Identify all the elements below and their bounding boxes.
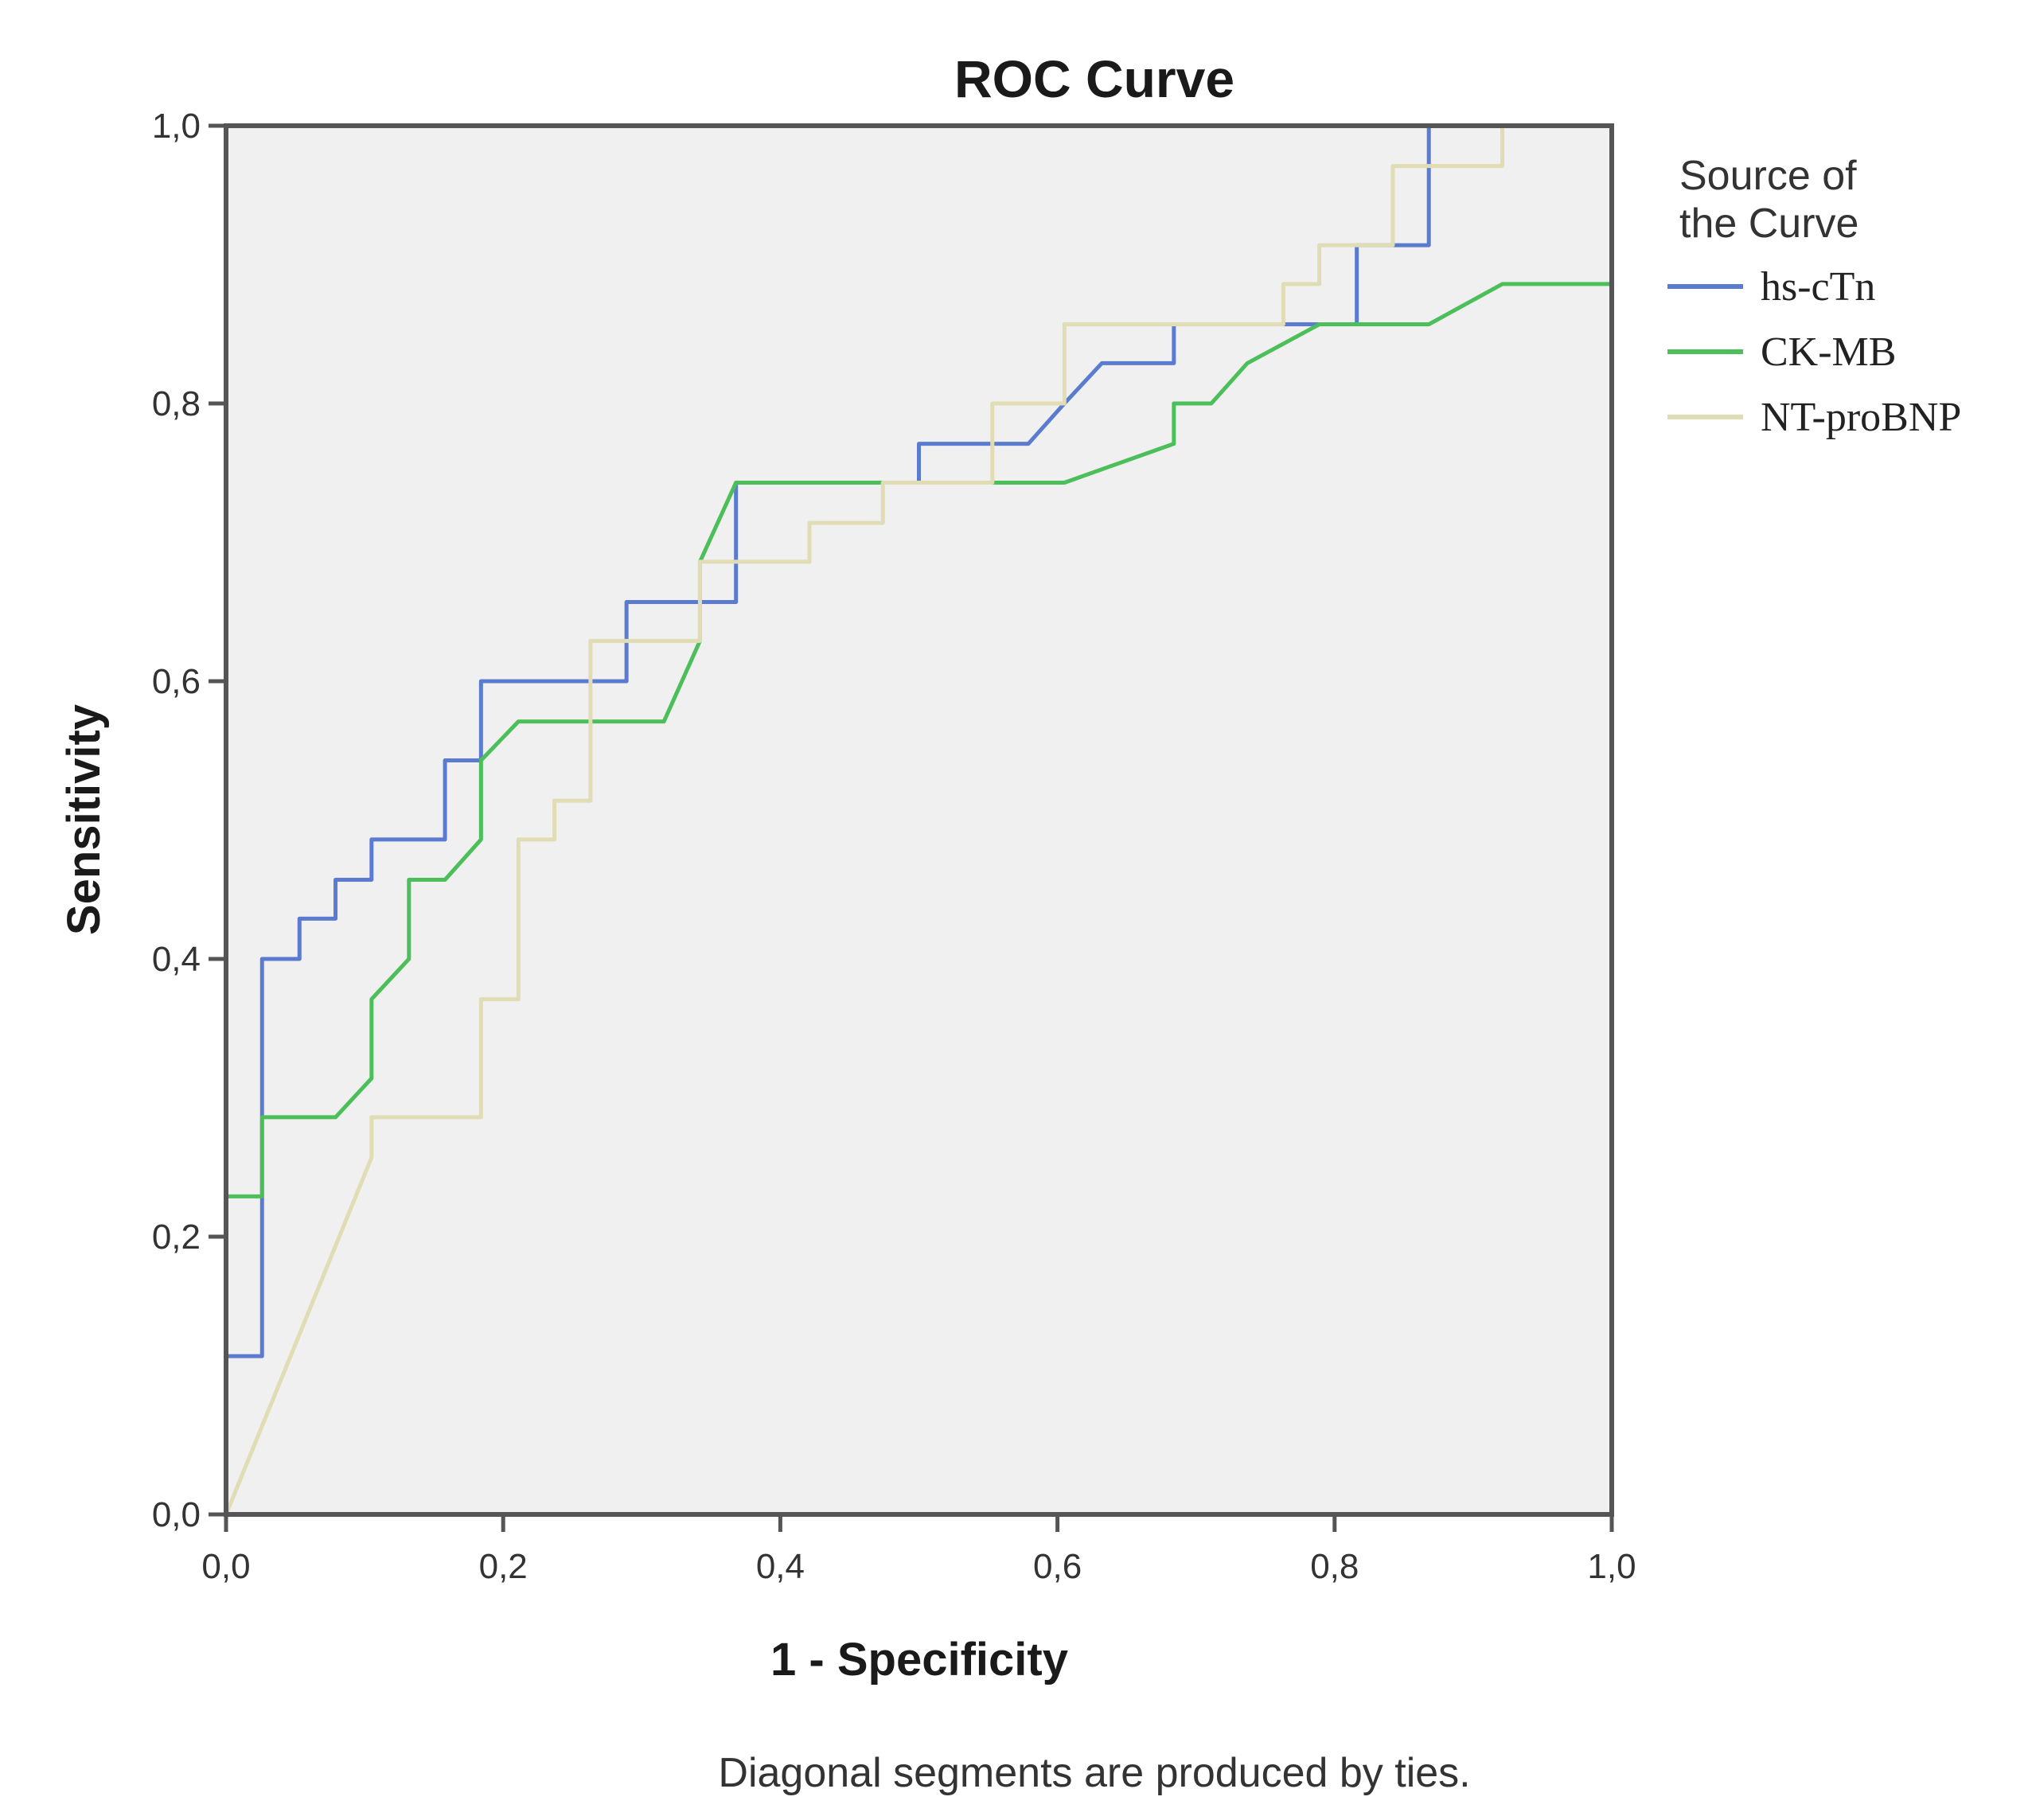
legend-label: NT-proBNP — [1761, 395, 1961, 440]
y-tick-label: 0,6 — [152, 662, 201, 701]
y-tick-label: 0,2 — [152, 1218, 201, 1257]
plot-frame — [224, 123, 1614, 1517]
legend-item: hs-cTn — [1667, 264, 1875, 310]
y-tick-label: 0,4 — [152, 940, 201, 979]
legend-items: hs-cTn CK-MB NT-proBNP — [1667, 264, 1961, 440]
series-line-nt-probnp — [224, 123, 1612, 1515]
legend-item: CK-MB — [1667, 329, 1896, 375]
x-tick-label: 0,0 — [201, 1547, 250, 1586]
x-axis-ticks: 0,0 0,2 0,4 0,6 0,8 1,0 — [201, 1514, 1636, 1586]
legend-label: CK-MB — [1761, 329, 1896, 375]
x-tick-label: 0,4 — [756, 1547, 805, 1586]
x-tick-label: 0,6 — [1033, 1547, 1082, 1586]
y-axis-ticks: 0,0 0,2 0,4 0,6 0,8 1,0 — [152, 107, 226, 1534]
x-tick-label: 0,8 — [1310, 1547, 1359, 1586]
chart-title: ROC Curve — [954, 49, 1234, 108]
y-axis-label: Sensitivity — [58, 704, 110, 935]
legend-title-line-2: the Curve — [1679, 201, 1858, 247]
footnote: Diagonal segments are produced by ties. — [718, 1750, 1470, 1796]
y-tick-label: 0,0 — [152, 1495, 201, 1534]
legend: Source of the Curve hs-cTn CK-MB NT-proBNP — [1667, 153, 1961, 440]
series-line-ck-mb — [224, 126, 1614, 1514]
x-tick-label: 1,0 — [1587, 1547, 1636, 1586]
series-layer — [224, 123, 1614, 1515]
legend-label: hs-cTn — [1761, 264, 1875, 310]
y-tick-label: 0,8 — [152, 384, 201, 423]
legend-title-line-1: Source of — [1679, 153, 1857, 199]
x-tick-label: 0,2 — [479, 1547, 528, 1586]
legend-item: NT-proBNP — [1667, 395, 1961, 440]
y-tick-label: 1,0 — [152, 107, 201, 146]
x-axis-label: 1 - Specificity — [770, 1634, 1068, 1686]
plot-area — [226, 126, 1612, 1514]
